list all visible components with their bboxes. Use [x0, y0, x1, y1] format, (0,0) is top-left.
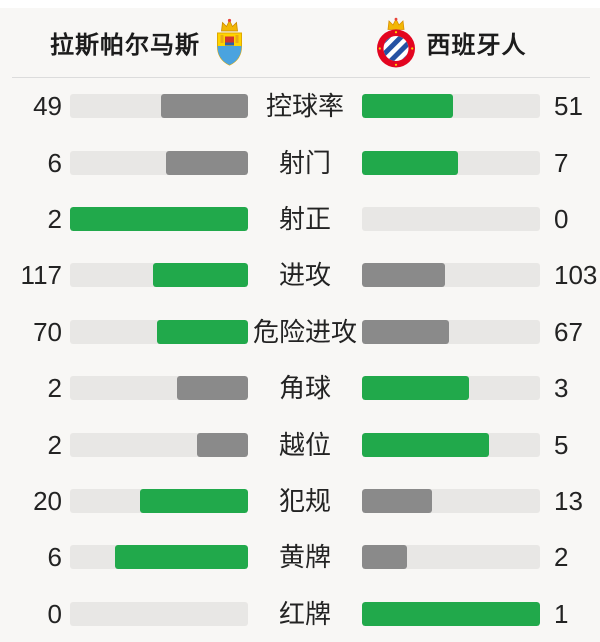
home-bar-fill — [165, 150, 248, 175]
stat-row: 2 越位 5 — [12, 416, 600, 472]
home-bar-track — [70, 150, 248, 175]
away-bar-track — [362, 488, 540, 513]
home-bar-fill — [140, 488, 248, 513]
away-value: 5 — [554, 429, 569, 460]
away-bar-fill — [362, 432, 490, 457]
away-bar-fill — [362, 319, 450, 344]
stat-label: 犯规 — [278, 485, 331, 516]
away-value: 3 — [554, 373, 569, 404]
home-bar-track — [70, 488, 248, 513]
home-value: 70 — [33, 316, 62, 347]
home-value: 2 — [47, 429, 62, 460]
home-bar-track — [70, 432, 248, 457]
stat-row: 117 进攻 103 — [12, 247, 600, 303]
stat-row: 49 控球率 51 — [12, 78, 600, 134]
home-value: 20 — [33, 485, 62, 516]
home-value: 117 — [20, 260, 62, 291]
home-bar-track — [70, 545, 248, 570]
stat-label: 越位 — [278, 429, 331, 460]
home-bar-fill — [160, 94, 248, 119]
team-away: 西班牙人 — [300, 17, 600, 69]
away-bar-track — [362, 545, 540, 570]
away-bar-track — [362, 263, 540, 288]
stat-row: 20 犯规 13 — [12, 473, 600, 529]
stat-label: 射正 — [278, 203, 331, 234]
away-value: 67 — [554, 316, 583, 347]
stat-row: 6 射门 7 — [12, 134, 600, 190]
header-divider — [12, 77, 590, 78]
home-value: 6 — [47, 542, 62, 573]
away-value: 51 — [554, 91, 583, 122]
stat-row: 0 红牌 1 — [12, 586, 600, 642]
away-bar-fill — [362, 94, 453, 119]
header: 拉斯帕尔马斯 — [0, 8, 600, 77]
away-bar-track — [362, 601, 540, 626]
las-palmas-crest-icon — [209, 18, 250, 68]
away-bar-fill — [362, 376, 469, 401]
away-value: 13 — [554, 485, 583, 516]
away-value: 2 — [554, 542, 569, 573]
home-bar-track — [70, 376, 248, 401]
away-bar-track — [362, 206, 540, 231]
away-bar-fill — [362, 545, 407, 570]
stat-row: 2 射正 0 — [12, 191, 600, 247]
stats-list: 49 控球率 51 6 射门 7 2 射正 0 117 — [0, 78, 600, 642]
home-value: 0 — [47, 598, 62, 629]
top-strip — [0, 0, 600, 8]
home-bar-track — [70, 94, 248, 119]
away-value: 7 — [554, 147, 569, 178]
stat-label: 角球 — [278, 373, 331, 404]
stat-label: 射门 — [278, 147, 331, 178]
home-bar-track — [70, 263, 248, 288]
away-bar-fill — [362, 488, 433, 513]
away-bar-track — [362, 319, 540, 344]
home-value: 6 — [47, 147, 62, 178]
team-home: 拉斯帕尔马斯 — [0, 18, 300, 68]
team-away-name: 西班牙人 — [426, 32, 527, 59]
home-bar-fill — [197, 432, 248, 457]
home-bar-track — [70, 319, 248, 344]
home-value: 2 — [47, 203, 62, 234]
home-bar-fill — [153, 263, 248, 288]
away-value: 1 — [554, 598, 569, 629]
away-bar-track — [362, 150, 540, 175]
stat-label: 危险进攻 — [252, 316, 357, 347]
stat-label: 红牌 — [278, 598, 331, 629]
away-value: 0 — [554, 203, 569, 234]
team-home-name: 拉斯帕尔马斯 — [50, 32, 200, 59]
home-bar-fill — [114, 545, 248, 570]
away-bar-track — [362, 94, 540, 119]
away-bar-track — [362, 432, 540, 457]
stat-row: 70 危险进攻 67 — [12, 304, 600, 360]
home-bar-track — [70, 601, 248, 626]
away-bar-track — [362, 376, 540, 401]
home-value: 2 — [47, 373, 62, 404]
espanyol-crest-icon — [374, 17, 418, 69]
stat-label: 黄牌 — [278, 542, 331, 573]
home-bar-fill — [157, 319, 248, 344]
home-bar-fill — [70, 206, 248, 231]
home-value: 49 — [33, 91, 62, 122]
away-value: 103 — [554, 260, 598, 291]
away-bar-fill — [362, 601, 540, 626]
home-bar-track — [70, 206, 248, 231]
stat-row: 6 黄牌 2 — [12, 529, 600, 585]
stat-row: 2 角球 3 — [12, 360, 600, 416]
away-bar-fill — [362, 263, 446, 288]
stat-label: 控球率 — [265, 91, 344, 122]
home-bar-fill — [176, 376, 248, 401]
stat-label: 进攻 — [278, 260, 331, 291]
away-bar-fill — [362, 150, 458, 175]
